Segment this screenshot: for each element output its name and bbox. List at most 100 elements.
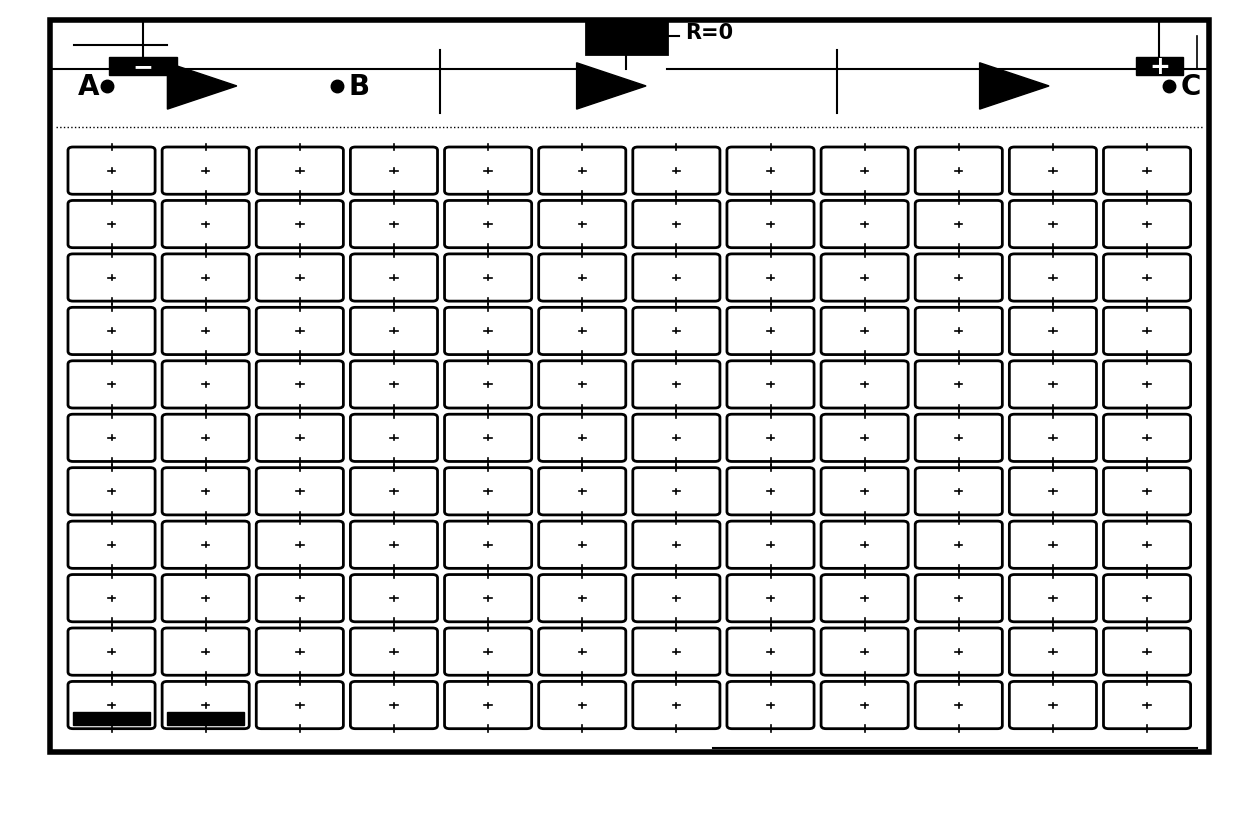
FancyBboxPatch shape	[162, 255, 249, 302]
FancyBboxPatch shape	[727, 361, 815, 409]
Polygon shape	[577, 64, 646, 110]
FancyBboxPatch shape	[1009, 681, 1096, 729]
FancyBboxPatch shape	[1009, 201, 1096, 248]
FancyBboxPatch shape	[444, 522, 532, 569]
FancyBboxPatch shape	[915, 522, 1002, 569]
FancyBboxPatch shape	[351, 681, 438, 729]
FancyBboxPatch shape	[162, 414, 249, 462]
Polygon shape	[980, 64, 1049, 110]
FancyBboxPatch shape	[351, 414, 438, 462]
FancyBboxPatch shape	[538, 681, 626, 729]
FancyBboxPatch shape	[444, 414, 532, 462]
FancyBboxPatch shape	[538, 522, 626, 569]
FancyBboxPatch shape	[821, 308, 908, 355]
FancyBboxPatch shape	[1104, 522, 1190, 569]
Bar	[587, 20, 667, 55]
FancyBboxPatch shape	[351, 522, 438, 569]
Polygon shape	[167, 64, 237, 110]
FancyBboxPatch shape	[68, 308, 155, 355]
FancyBboxPatch shape	[68, 414, 155, 462]
FancyBboxPatch shape	[632, 361, 720, 409]
FancyBboxPatch shape	[257, 361, 343, 409]
FancyBboxPatch shape	[1104, 148, 1190, 195]
FancyBboxPatch shape	[444, 308, 532, 355]
FancyBboxPatch shape	[1104, 629, 1190, 676]
FancyBboxPatch shape	[1009, 575, 1096, 622]
FancyBboxPatch shape	[727, 414, 815, 462]
FancyBboxPatch shape	[538, 361, 626, 409]
FancyBboxPatch shape	[821, 522, 908, 569]
FancyBboxPatch shape	[162, 361, 249, 409]
Text: A: A	[78, 73, 99, 101]
Bar	[50, 21, 1209, 753]
Text: R=0: R=0	[684, 23, 733, 43]
FancyBboxPatch shape	[632, 629, 720, 676]
Bar	[109, 58, 177, 76]
Text: B: B	[348, 73, 370, 101]
FancyBboxPatch shape	[727, 575, 815, 622]
FancyBboxPatch shape	[444, 361, 532, 409]
FancyBboxPatch shape	[351, 148, 438, 195]
FancyBboxPatch shape	[632, 255, 720, 302]
FancyBboxPatch shape	[444, 468, 532, 515]
FancyBboxPatch shape	[351, 361, 438, 409]
FancyBboxPatch shape	[351, 201, 438, 248]
FancyBboxPatch shape	[632, 681, 720, 729]
FancyBboxPatch shape	[68, 468, 155, 515]
Text: C: C	[1180, 73, 1200, 101]
Bar	[73, 713, 150, 725]
FancyBboxPatch shape	[1009, 522, 1096, 569]
FancyBboxPatch shape	[632, 308, 720, 355]
FancyBboxPatch shape	[538, 148, 626, 195]
FancyBboxPatch shape	[1104, 308, 1190, 355]
FancyBboxPatch shape	[257, 414, 343, 462]
FancyBboxPatch shape	[257, 308, 343, 355]
FancyBboxPatch shape	[727, 681, 815, 729]
FancyBboxPatch shape	[68, 201, 155, 248]
FancyBboxPatch shape	[1009, 255, 1096, 302]
FancyBboxPatch shape	[538, 629, 626, 676]
Bar	[1136, 58, 1183, 76]
FancyBboxPatch shape	[1104, 361, 1190, 409]
FancyBboxPatch shape	[915, 681, 1002, 729]
Text: +: +	[1149, 55, 1169, 79]
FancyBboxPatch shape	[632, 468, 720, 515]
FancyBboxPatch shape	[162, 468, 249, 515]
FancyBboxPatch shape	[162, 201, 249, 248]
FancyBboxPatch shape	[68, 361, 155, 409]
FancyBboxPatch shape	[162, 148, 249, 195]
FancyBboxPatch shape	[351, 255, 438, 302]
FancyBboxPatch shape	[444, 201, 532, 248]
FancyBboxPatch shape	[257, 468, 343, 515]
FancyBboxPatch shape	[444, 255, 532, 302]
FancyBboxPatch shape	[162, 629, 249, 676]
FancyBboxPatch shape	[162, 575, 249, 622]
Bar	[167, 713, 244, 725]
FancyBboxPatch shape	[727, 522, 815, 569]
FancyBboxPatch shape	[162, 522, 249, 569]
FancyBboxPatch shape	[257, 575, 343, 622]
FancyBboxPatch shape	[821, 681, 908, 729]
FancyBboxPatch shape	[1104, 414, 1190, 462]
FancyBboxPatch shape	[727, 629, 815, 676]
FancyBboxPatch shape	[257, 201, 343, 248]
FancyBboxPatch shape	[727, 308, 815, 355]
FancyBboxPatch shape	[727, 148, 815, 195]
FancyBboxPatch shape	[257, 255, 343, 302]
FancyBboxPatch shape	[915, 468, 1002, 515]
FancyBboxPatch shape	[444, 681, 532, 729]
FancyBboxPatch shape	[68, 522, 155, 569]
FancyBboxPatch shape	[632, 201, 720, 248]
FancyBboxPatch shape	[444, 575, 532, 622]
FancyBboxPatch shape	[821, 148, 908, 195]
FancyBboxPatch shape	[257, 148, 343, 195]
FancyBboxPatch shape	[68, 255, 155, 302]
FancyBboxPatch shape	[632, 575, 720, 622]
FancyBboxPatch shape	[351, 308, 438, 355]
FancyBboxPatch shape	[915, 201, 1002, 248]
FancyBboxPatch shape	[915, 308, 1002, 355]
FancyBboxPatch shape	[632, 148, 720, 195]
FancyBboxPatch shape	[351, 629, 438, 676]
FancyBboxPatch shape	[915, 414, 1002, 462]
FancyBboxPatch shape	[915, 575, 1002, 622]
